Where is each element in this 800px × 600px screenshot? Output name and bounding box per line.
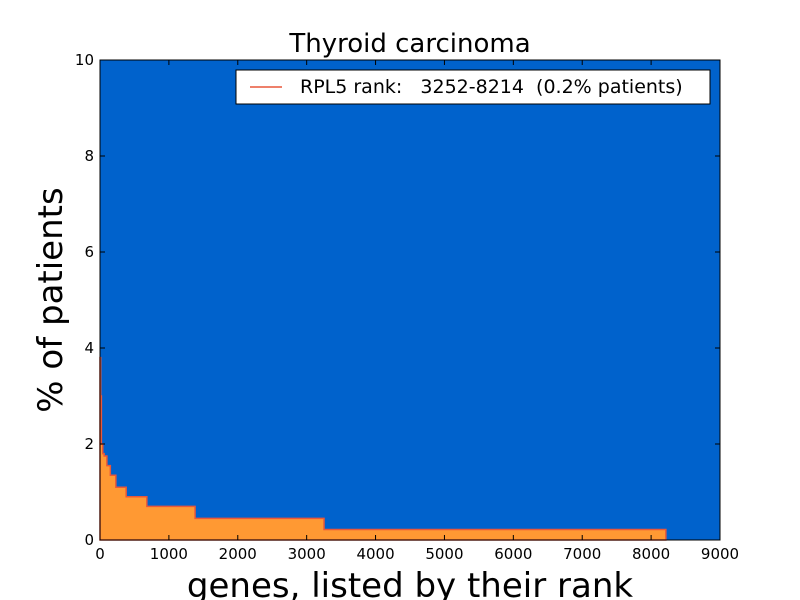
y-axis-label: % of patients	[31, 187, 71, 412]
y-tick-label: 8	[84, 147, 94, 165]
legend-label: RPL5 rank: 3252-8214 (0.2% patients)	[300, 76, 683, 98]
legend-box	[235, 69, 711, 105]
x-tick-label: 1000	[150, 545, 188, 563]
x-tick-label: 5000	[425, 545, 463, 563]
x-axis-label: genes, listed by their rank	[187, 566, 633, 600]
series-area	[99, 356, 667, 541]
y-tick-label: 0	[84, 531, 94, 549]
ticks-layer: 0 1000 2000 3000 4000 5000 6000 7000 8000 9000 0 2 4…	[75, 51, 739, 563]
x-tick-label: 6000	[494, 545, 532, 563]
y-tick-label: 10	[75, 51, 94, 69]
plot-background	[100, 60, 720, 540]
x-tick-label: 3000	[288, 545, 326, 563]
x-tick-label: 8000	[632, 545, 670, 563]
plot-frame	[99, 59, 721, 541]
y-tick-label: 4	[84, 339, 94, 357]
x-tick-label: 9000	[701, 545, 739, 563]
y-tick-label: 6	[84, 243, 94, 261]
y-tick-label: 2	[84, 435, 94, 453]
chart-title: Thyroid carcinoma	[288, 29, 530, 59]
x-tick-label: 4000	[356, 545, 394, 563]
x-tick-label: 2000	[219, 545, 257, 563]
legend: RPL5 rank: 3252-8214 (0.2% patients)	[235, 69, 711, 105]
x-tick-label: 0	[95, 545, 105, 563]
x-tick-label: 7000	[563, 545, 601, 563]
